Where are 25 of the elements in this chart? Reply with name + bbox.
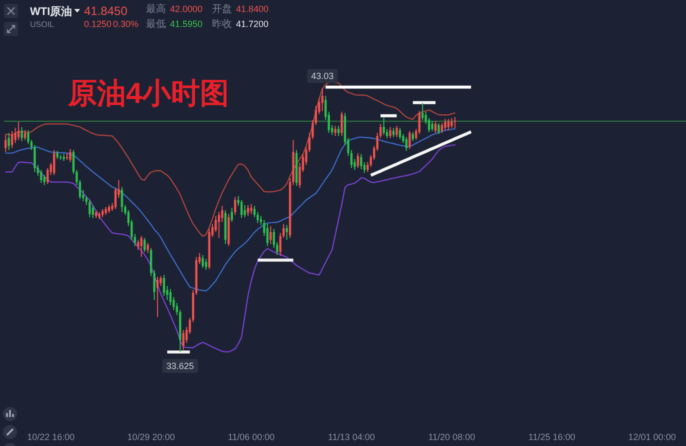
value-label: 43.03: [307, 69, 338, 83]
text: WTI原油: [30, 5, 72, 18]
text: 41.8400: [236, 4, 269, 14]
text: 41.7200: [236, 19, 269, 29]
text: USOIL: [30, 20, 55, 29]
x-tick-label: 12/01 00:00: [628, 432, 676, 442]
text: 0.1250: [84, 19, 112, 29]
annotation: 33.625: [166, 361, 194, 372]
x-tick-label: 11/13 04:00: [328, 432, 375, 442]
annotation: 43.03: [311, 71, 334, 82]
text: 42.0000: [170, 4, 203, 14]
title: 原油4小时图: [68, 78, 230, 110]
value-label: 33.625: [162, 359, 198, 373]
text: 41.5950: [170, 19, 203, 29]
x-tick-label: 10/22 16:00: [27, 432, 75, 442]
x-tick-label: 11/06 00:00: [228, 432, 275, 442]
x-tick-label: 11/20 08:00: [428, 432, 476, 442]
text: 0.30%: [113, 19, 139, 29]
text: 41.8450: [84, 4, 128, 18]
x-tick-label: 11/25 16:00: [528, 432, 576, 442]
text: 最高: [146, 3, 166, 15]
text: 最低: [146, 19, 166, 30]
text: 开盘: [212, 3, 232, 15]
x-tick-label: 10/29 20:00: [127, 432, 175, 442]
text: 昨收: [212, 18, 232, 30]
